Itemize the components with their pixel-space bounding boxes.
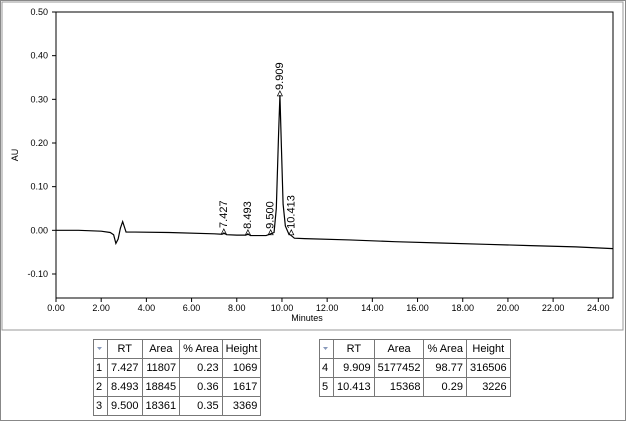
y-tick-label: 0.40 — [30, 51, 48, 61]
table-cell: 3369 — [221, 396, 262, 416]
table-cell: 18845 — [141, 377, 181, 397]
row-index: 3 — [93, 396, 108, 416]
peak-marker — [267, 229, 274, 236]
table-cell: 0.23 — [179, 358, 223, 378]
table-row: 3 9.500 18361 0.35 3369 — [93, 396, 262, 416]
x-tick-label: 16.00 — [406, 303, 429, 313]
row-index: 5 — [319, 377, 334, 397]
peak-label: 7.427 — [218, 200, 230, 228]
peak-label: 8.493 — [242, 201, 254, 229]
trace — [56, 94, 614, 250]
column-header: Area — [373, 339, 425, 359]
column-header: Height — [221, 339, 262, 359]
x-tick-label: 22.00 — [542, 303, 565, 313]
corner-cell — [93, 339, 108, 359]
x-axis-label: Minutes — [291, 313, 323, 323]
table-cell: 1617 — [221, 377, 262, 397]
table-cell: 7.427 — [107, 358, 143, 378]
y-tick-label: 0.00 — [30, 225, 48, 235]
column-header: % Area — [179, 339, 223, 359]
table-cell: 3226 — [465, 377, 511, 397]
results-table: RT Area% Area Height 1 7.427 11807 0.23 1069 2 8.… — [93, 339, 262, 416]
x-tick-label: 14.00 — [361, 303, 384, 313]
table-cell: 98.77 — [423, 358, 467, 378]
header-row: RT Area% Area Height — [93, 339, 262, 359]
x-tick-label: 4.00 — [138, 303, 156, 313]
y-tick-label: 0.20 — [30, 138, 48, 148]
table-cell: 1069 — [221, 358, 262, 378]
row-index: 2 — [93, 377, 108, 397]
table-cell: 0.35 — [179, 396, 223, 416]
table-row: 4 9.909 5177452 98.77 316506 — [319, 358, 511, 378]
row-index: 4 — [319, 358, 334, 378]
chart: Minutes AU 0.00 2.00 4.00 6.00 8.00 10.00 12.0… — [1, 1, 624, 331]
peak-marker — [244, 229, 251, 236]
table-cell: 9.500 — [107, 396, 143, 416]
column-header: RT — [333, 339, 375, 359]
table-cell: 9.909 — [333, 358, 375, 378]
table-cell: 8.493 — [107, 377, 143, 397]
y-tick-label: 0.10 — [30, 182, 48, 192]
x-tick-label: 12.00 — [316, 303, 339, 313]
sort-icon — [323, 347, 328, 350]
header-row: RT Area% Area Height — [319, 339, 511, 359]
table-cell: 18361 — [141, 396, 181, 416]
column-header: RT — [107, 339, 143, 359]
column-header: % Area — [423, 339, 467, 359]
x-tick-label: 6.00 — [183, 303, 201, 313]
corner-cell — [319, 339, 334, 359]
y-tick-label: 0.30 — [30, 94, 48, 104]
row-index: 1 — [93, 358, 108, 378]
peak-marker — [288, 229, 295, 236]
chart-panel — [1, 1, 624, 331]
x-tick-label: 8.00 — [228, 303, 246, 313]
table-row: 2 8.493 18845 0.36 1617 — [93, 377, 262, 397]
table-cell: 15368 — [373, 377, 425, 397]
sort-icon — [97, 347, 102, 350]
x-tick-label: 2.00 — [92, 303, 110, 313]
table-cell: 5177452 — [373, 358, 425, 378]
table-cell: 0.29 — [423, 377, 467, 397]
column-header: Area — [141, 339, 181, 359]
table-cell: 0.36 — [179, 377, 223, 397]
table-row: 1 7.427 11807 0.23 1069 — [93, 358, 262, 378]
y-tick-label: 0.50 — [30, 7, 48, 17]
x-tick-label: 20.00 — [497, 303, 520, 313]
x-tick-label: 18.00 — [451, 303, 474, 313]
plot-frame — [55, 11, 614, 299]
column-header: Height — [465, 339, 511, 359]
table-row: 5 10.413 15368 0.29 3226 — [319, 377, 511, 397]
x-tick-label: 0.00 — [47, 303, 65, 313]
x-tick-label: 10.00 — [271, 303, 294, 313]
peak-label: 9.500 — [265, 201, 277, 229]
peak-label: 9.909 — [274, 62, 286, 90]
results-table: RT Area% Area Height 4 9.909 5177452 98.77 3165… — [319, 339, 511, 397]
peak-marker — [276, 90, 283, 97]
x-tick-label: 24.00 — [587, 303, 610, 313]
y-axis-label: AU — [10, 149, 20, 162]
peak-label: 10.413 — [285, 195, 297, 229]
y-tick-label: -0.10 — [27, 269, 48, 279]
table-cell: 11807 — [141, 358, 181, 378]
table-cell: 10.413 — [333, 377, 375, 397]
table-cell: 316506 — [465, 358, 511, 378]
peak-marker — [220, 228, 227, 235]
